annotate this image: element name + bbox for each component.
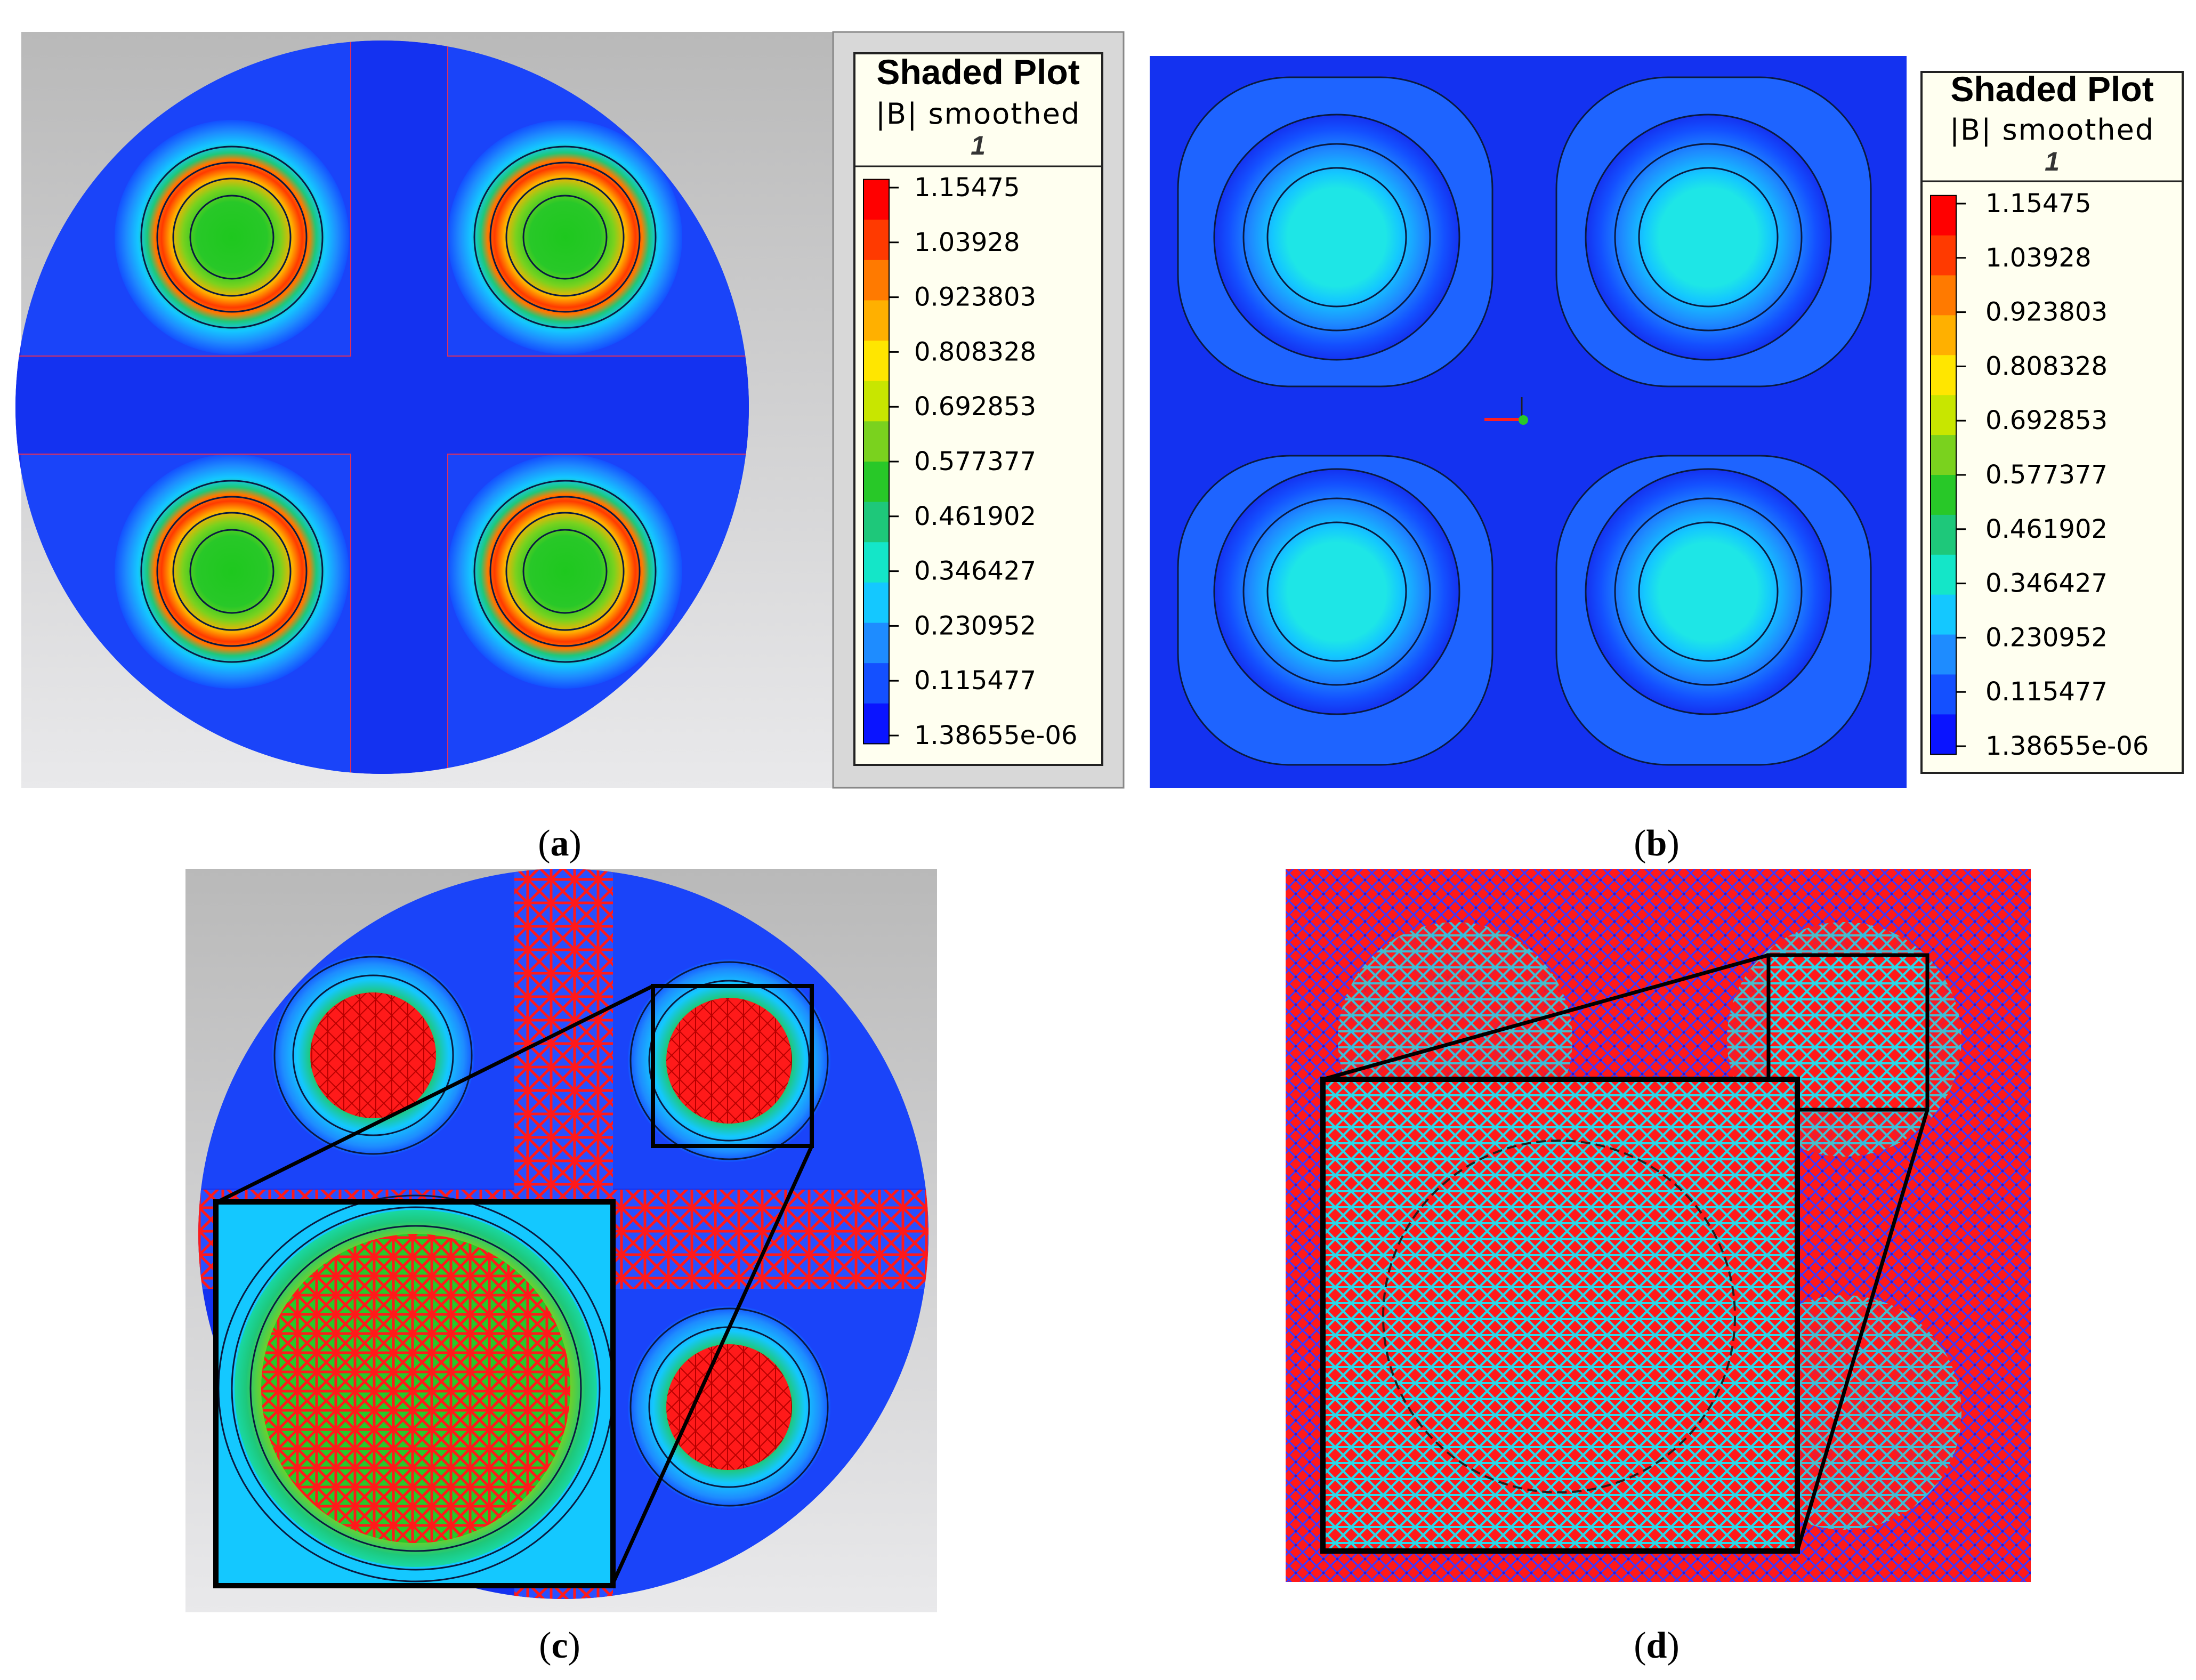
- legend-value-label: 1.15475: [1985, 189, 2092, 219]
- legend-color-swatch: [1931, 554, 1956, 595]
- legend-value-label: 0.461902: [1985, 514, 2108, 544]
- legend-colorbar: 1.15475 1.03928 0.923803 0.808328 0.692853 0.…: [863, 173, 1077, 750]
- legend-color-swatch: [863, 703, 889, 745]
- legend-value-label: 0.230952: [1985, 623, 2108, 652]
- legend-value-label: 0.461902: [914, 502, 1036, 531]
- legend-color-swatch: [1931, 435, 1956, 475]
- field-spot: [115, 120, 349, 354]
- legend-value-label: 1.03928: [1985, 243, 2092, 273]
- legend-color-swatch: [863, 179, 889, 221]
- legend-color-swatch: [863, 381, 889, 422]
- field-spot: [1177, 76, 1493, 387]
- legend-title: Shaded Plot: [1950, 69, 2153, 109]
- legend-color-swatch: [863, 260, 889, 301]
- zoom-box: [651, 984, 814, 1148]
- caption-a: (a): [538, 823, 582, 864]
- legend-color-swatch: [1931, 475, 1956, 515]
- legend-color-swatch: [1931, 634, 1956, 675]
- field-spot: [1555, 455, 1872, 766]
- legend-color-swatch: [863, 421, 889, 462]
- panel-d: [1286, 869, 2031, 1582]
- legend-value-label: 0.692853: [1985, 406, 2108, 435]
- legend-color-swatch: [863, 582, 889, 624]
- legend-value-label: 1.15475: [914, 173, 1020, 203]
- field-spot: [448, 454, 682, 689]
- panel-a: Shaded Plot |B| smoothed 1 1.15475 1.0392…: [15, 31, 1125, 789]
- legend-value-label: 0.346427: [914, 556, 1036, 586]
- legend-subtitle: |B| smoothed: [1950, 113, 2154, 147]
- legend-color-swatch: [863, 623, 889, 664]
- caption-b: (b): [1634, 823, 1680, 864]
- field-spot: [448, 120, 682, 354]
- legend-value-label: 0.923803: [1985, 297, 2108, 327]
- legend-color-swatch: [863, 542, 889, 583]
- panel-b: Shaded Plot |B| smoothed 1 1.15475 1.0392…: [1150, 56, 2184, 788]
- legend-color-swatch: [1931, 714, 1956, 755]
- legend-colorbar: 1.15475 1.03928 0.923803 0.808328 0.692853 0.…: [1930, 189, 2149, 761]
- legend-color-swatch: [863, 300, 889, 342]
- legend-value-label: 0.577377: [914, 447, 1036, 476]
- legend-subtitle: |B| smoothed: [876, 97, 1080, 131]
- legend-color-swatch: [863, 462, 889, 503]
- field-spot: [1555, 76, 1872, 387]
- legend-step: 1: [2045, 147, 2060, 176]
- legend-color-swatch: [1931, 674, 1956, 715]
- legend-value-label: 1.03928: [914, 228, 1020, 257]
- legend-a: Shaded Plot |B| smoothed 1 1.15475 1.0392…: [832, 31, 1125, 789]
- field-spot: [115, 454, 349, 689]
- field-spot: [1177, 455, 1493, 766]
- legend-b: Shaded Plot |B| smoothed 1 1.15475 1.0392…: [1920, 69, 2184, 774]
- legend-value-label: 1.38655e-06: [914, 721, 1077, 750]
- legend-color-swatch: [1931, 315, 1956, 356]
- legend-value-label: 0.115477: [914, 666, 1036, 696]
- legend-value-label: 0.115477: [1985, 677, 2108, 707]
- legend-value-label: 0.346427: [1985, 569, 2108, 599]
- panel-c: [185, 869, 937, 1612]
- legend-step: 1: [971, 131, 986, 160]
- axis-triad-icon: [1484, 397, 1528, 425]
- caption-d: (d): [1634, 1625, 1680, 1666]
- legend-value-label: 1.38655e-06: [1985, 731, 2149, 761]
- legend-color-swatch: [863, 502, 889, 543]
- legend-color-swatch: [1931, 235, 1956, 276]
- legend-color-swatch: [1931, 594, 1956, 635]
- legend-color-swatch: [1931, 395, 1956, 436]
- caption-c: (c): [539, 1625, 580, 1666]
- legend-value-label: 0.692853: [914, 392, 1036, 422]
- zoom-inset: [213, 1194, 616, 1588]
- legend-color-swatch: [1931, 514, 1956, 555]
- legend-title: Shaded Plot: [876, 52, 1079, 92]
- field-spot: [628, 959, 830, 1162]
- legend-color-swatch: [1931, 195, 1956, 236]
- legend-value-label: 0.577377: [1985, 460, 2108, 490]
- legend-color-swatch: [863, 220, 889, 261]
- legend-color-swatch: [1931, 275, 1956, 316]
- legend-value-label: 0.230952: [914, 611, 1036, 641]
- legend-color-swatch: [1931, 355, 1956, 396]
- field-spot: [272, 954, 474, 1157]
- legend-color-swatch: [863, 341, 889, 382]
- zoom-inset: [1320, 1077, 1800, 1554]
- field-spot: [628, 1306, 830, 1508]
- legend-value-label: 0.808328: [914, 337, 1036, 367]
- legend-color-swatch: [863, 663, 889, 704]
- legend-value-label: 0.808328: [1985, 351, 2108, 381]
- legend-value-label: 0.923803: [914, 282, 1036, 312]
